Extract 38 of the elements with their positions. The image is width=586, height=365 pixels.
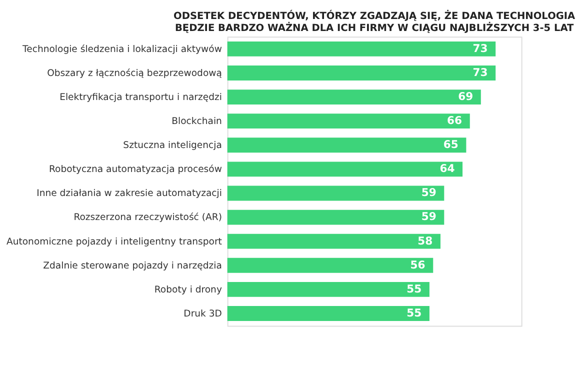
y-tick-label: Inne działania w zakresie automatyzacji <box>36 188 222 200</box>
data-label: 55 <box>406 282 422 296</box>
data-label: 59 <box>421 186 436 200</box>
data-label: 69 <box>458 90 474 103</box>
data-label: 58 <box>418 234 433 248</box>
data-label: 65 <box>443 138 458 152</box>
bar <box>227 162 463 177</box>
bar <box>227 114 470 129</box>
bar <box>227 186 444 201</box>
text: BĘDZIE BARDZO WAŻNA DLA ICH FIRMY W CIĄGU NAJBLIŻSZYCH 3-5 LAT <box>174 22 574 34</box>
y-tick-label: Druk 3D <box>184 308 222 320</box>
bar <box>227 90 481 104</box>
data-label: 59 <box>421 210 436 224</box>
bar <box>227 66 496 80</box>
bar <box>227 258 434 273</box>
data-label: 73 <box>472 42 488 55</box>
text: ODSETEK DECYDENTÓW, KTÓRZY ZGADZAJĄ SIĘ, ŻE DANA TECHNOLOGIA <box>174 11 576 22</box>
y-tick-label: Zdalnie sterowane pojazdy i narzędzia <box>43 260 222 272</box>
y-tick-label: Blockchain <box>172 116 222 128</box>
data-label: 73 <box>472 66 488 79</box>
y-tick-label: Obszary z łącznością bezprzewodową <box>47 68 222 79</box>
bar <box>227 138 466 153</box>
y-tick-label: Autonomiczne pojazdy i inteligentny transport <box>6 236 222 248</box>
bar <box>227 306 430 321</box>
data-label: 64 <box>440 162 455 176</box>
y-tick-label: Technologie śledzenia i lokalizacji aktywów <box>22 44 222 55</box>
bar <box>227 234 440 249</box>
data-label: 56 <box>410 258 426 272</box>
y-tick-label: Sztuczna inteligencja <box>123 140 222 152</box>
y-tick-label: Rozszerzona rzeczywistość (AR) <box>74 212 222 224</box>
bar <box>227 41 496 56</box>
y-tick-label: Elektryfikacja transportu i narzędzi <box>60 92 222 103</box>
bar <box>227 282 430 297</box>
y-tick-label: Robotyczna automatyzacja procesów <box>49 164 222 176</box>
bar <box>227 210 444 225</box>
data-label: 66 <box>447 114 462 128</box>
data-label: 55 <box>406 306 422 320</box>
y-tick-label: Roboty i drony <box>154 284 222 296</box>
